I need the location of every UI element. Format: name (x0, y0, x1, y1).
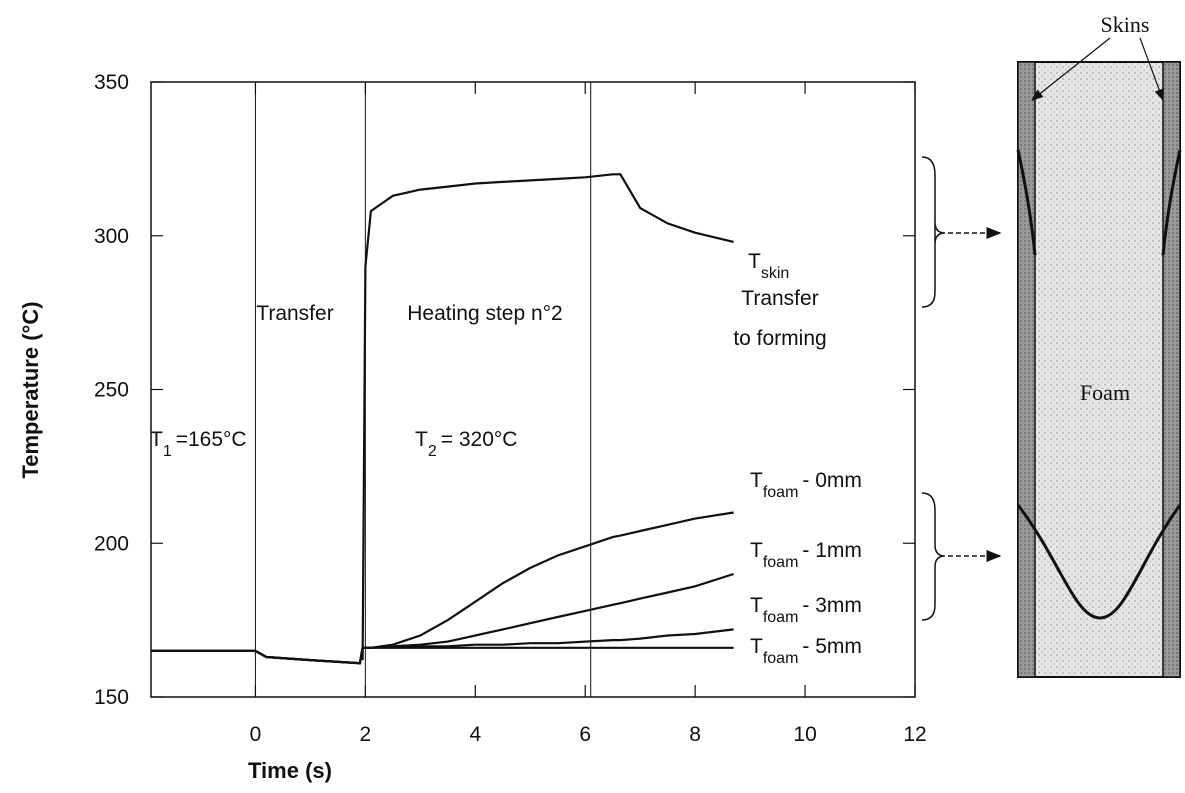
skin-profile (1016, 149, 1037, 256)
label-tail: = 320°C (441, 428, 518, 451)
y-tick-label: 250 (94, 379, 129, 402)
series-label: Tfoam- 5mm (750, 635, 862, 667)
foam-label: Foam (1080, 380, 1130, 405)
series-label: Tfoam- 0mm (750, 469, 862, 501)
x-tick-label: 2 (360, 723, 372, 746)
series-label: Tfoam- 1mm (750, 539, 862, 571)
schematic: Skins Foam (921, 12, 1182, 678)
label-sub: foam (763, 650, 799, 667)
skin-right (1162, 61, 1181, 678)
label-sub: foam (763, 609, 799, 626)
label-sub: 1 (163, 443, 172, 460)
label-main: T (750, 635, 763, 658)
foam-panel (1017, 61, 1181, 678)
series-line (151, 646, 734, 665)
label-main: T (150, 428, 163, 451)
phase-label: Transfer (741, 287, 818, 310)
skin-left (1017, 61, 1036, 678)
x-tick-label: 10 (793, 723, 816, 746)
x-tick-label: 12 (903, 723, 926, 746)
arrow (1139, 37, 1164, 102)
x-tick-label: 0 (250, 723, 262, 746)
label-main: T (750, 469, 763, 492)
y-tick-label: 300 (94, 225, 129, 248)
phase-label: to forming (733, 327, 826, 350)
y-tick-label: 350 (94, 71, 129, 94)
x-tick-label: 8 (689, 723, 701, 746)
series-label: Tskin (748, 250, 789, 282)
phase-label: Heating step n°2 (407, 302, 563, 325)
setpoint-label: T2= 320°C (415, 428, 517, 460)
skin-profile (1161, 149, 1182, 256)
y-tick-label: 200 (94, 532, 129, 555)
label-sub: 2 (428, 443, 437, 460)
label-tail: - 0mm (802, 469, 862, 492)
x-tick-label: 6 (579, 723, 591, 746)
plot-frame (150, 81, 916, 698)
phase-label: Transfer (256, 302, 333, 325)
setpoint-label: T1=165°C (150, 428, 247, 460)
label-main: T (748, 250, 761, 273)
skins-label: Skins (1101, 12, 1150, 37)
series-line (361, 173, 734, 661)
bracket (921, 492, 946, 621)
label-tail: - 3mm (802, 594, 862, 617)
arrow (1031, 37, 1111, 101)
series-line (151, 511, 734, 665)
label-tail: - 1mm (802, 539, 862, 562)
x-tick-label: 4 (469, 723, 481, 746)
y-axis-label: Temperature (°C) (18, 301, 43, 478)
label-tail: =165°C (176, 428, 247, 451)
y-tick-label: 150 (94, 686, 129, 709)
label-main: T (415, 428, 428, 451)
bracket (921, 156, 946, 308)
label-sub: foam (763, 554, 799, 571)
label-tail: - 5mm (802, 635, 862, 658)
foam-profile (1016, 504, 1182, 620)
x-axis-label: Time (s) (248, 758, 332, 783)
label-sub: skin (761, 265, 789, 282)
series-label: Tfoam- 3mm (750, 594, 862, 626)
label-sub: foam (763, 484, 799, 501)
label-main: T (750, 594, 763, 617)
label-main: T (750, 539, 763, 562)
series-line (151, 628, 734, 665)
